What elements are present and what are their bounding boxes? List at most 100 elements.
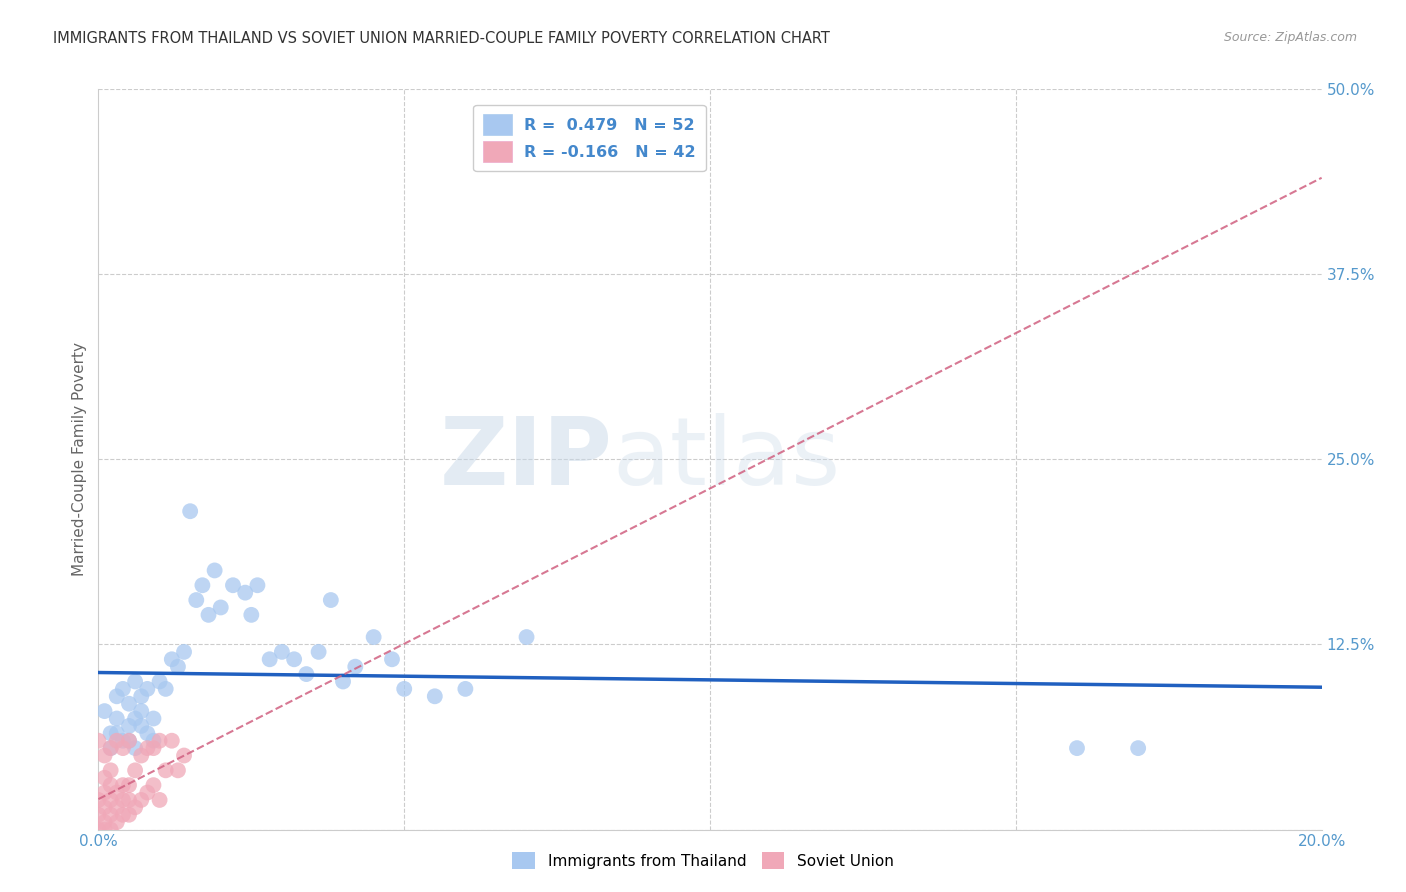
Point bbox=[100, 822, 122, 837]
Point bbox=[167, 764, 190, 778]
Point bbox=[93, 748, 115, 763]
Point bbox=[142, 733, 165, 747]
Point bbox=[173, 748, 195, 763]
Point bbox=[149, 793, 172, 807]
Point bbox=[136, 681, 159, 696]
Point bbox=[105, 786, 128, 800]
Point bbox=[186, 593, 208, 607]
Point bbox=[100, 741, 122, 756]
Point bbox=[93, 800, 115, 814]
Point bbox=[142, 778, 165, 792]
Point bbox=[100, 741, 122, 756]
Point bbox=[105, 800, 128, 814]
Point bbox=[129, 690, 152, 704]
Point bbox=[124, 674, 146, 689]
Point bbox=[392, 681, 416, 696]
Point bbox=[332, 674, 354, 689]
Point bbox=[149, 674, 172, 689]
Legend: Immigrants from Thailand, Soviet Union: Immigrants from Thailand, Soviet Union bbox=[506, 846, 900, 875]
Point bbox=[283, 652, 305, 666]
Point bbox=[270, 645, 292, 659]
Point bbox=[118, 733, 141, 747]
Point bbox=[111, 733, 134, 747]
Point bbox=[100, 726, 122, 740]
Point bbox=[136, 741, 159, 756]
Point bbox=[179, 504, 201, 518]
Point bbox=[240, 607, 263, 622]
Point bbox=[111, 778, 134, 792]
Y-axis label: Married-Couple Family Poverty: Married-Couple Family Poverty bbox=[72, 343, 87, 576]
Legend: R =  0.479   N = 52, R = -0.166   N = 42: R = 0.479 N = 52, R = -0.166 N = 42 bbox=[474, 104, 706, 171]
Point bbox=[204, 564, 226, 578]
Point bbox=[454, 681, 477, 696]
Point bbox=[136, 726, 159, 740]
Point bbox=[129, 748, 152, 763]
Point bbox=[87, 822, 110, 837]
Point bbox=[136, 786, 159, 800]
Point bbox=[1066, 741, 1088, 756]
Point bbox=[129, 704, 152, 718]
Point bbox=[129, 793, 152, 807]
Point bbox=[124, 741, 146, 756]
Point bbox=[118, 719, 141, 733]
Point bbox=[93, 822, 115, 837]
Point bbox=[105, 690, 128, 704]
Point bbox=[118, 793, 141, 807]
Text: ZIP: ZIP bbox=[439, 413, 612, 506]
Point bbox=[142, 741, 165, 756]
Point bbox=[118, 733, 141, 747]
Point bbox=[124, 712, 146, 726]
Point bbox=[191, 578, 214, 592]
Point bbox=[381, 652, 404, 666]
Point bbox=[100, 807, 122, 822]
Point bbox=[129, 719, 152, 733]
Point bbox=[111, 793, 134, 807]
Point bbox=[105, 726, 128, 740]
Point bbox=[105, 815, 128, 830]
Point bbox=[111, 807, 134, 822]
Point bbox=[100, 764, 122, 778]
Point bbox=[155, 681, 177, 696]
Point bbox=[160, 652, 183, 666]
Point bbox=[87, 807, 110, 822]
Point bbox=[118, 807, 141, 822]
Text: IMMIGRANTS FROM THAILAND VS SOVIET UNION MARRIED-COUPLE FAMILY POVERTY CORRELATI: IMMIGRANTS FROM THAILAND VS SOVIET UNION… bbox=[53, 31, 831, 46]
Point bbox=[155, 764, 177, 778]
Point bbox=[100, 778, 122, 792]
Point bbox=[259, 652, 281, 666]
Point bbox=[142, 712, 165, 726]
Point bbox=[118, 697, 141, 711]
Point bbox=[87, 733, 110, 747]
Text: Source: ZipAtlas.com: Source: ZipAtlas.com bbox=[1223, 31, 1357, 45]
Point bbox=[111, 681, 134, 696]
Point bbox=[319, 593, 342, 607]
Point bbox=[222, 578, 245, 592]
Point bbox=[118, 778, 141, 792]
Point bbox=[209, 600, 232, 615]
Point bbox=[93, 771, 115, 785]
Point bbox=[93, 704, 115, 718]
Text: atlas: atlas bbox=[612, 413, 841, 506]
Point bbox=[246, 578, 269, 592]
Point bbox=[423, 690, 446, 704]
Point bbox=[93, 786, 115, 800]
Point bbox=[160, 733, 183, 747]
Point bbox=[149, 733, 172, 747]
Point bbox=[87, 793, 110, 807]
Point bbox=[124, 800, 146, 814]
Point bbox=[111, 741, 134, 756]
Point bbox=[105, 733, 128, 747]
Point bbox=[197, 607, 219, 622]
Point bbox=[173, 645, 195, 659]
Point bbox=[1128, 741, 1150, 756]
Point bbox=[295, 667, 318, 681]
Point bbox=[167, 659, 190, 673]
Point bbox=[344, 659, 367, 673]
Point bbox=[308, 645, 330, 659]
Point bbox=[100, 793, 122, 807]
Point bbox=[105, 712, 128, 726]
Point bbox=[93, 815, 115, 830]
Point bbox=[363, 630, 385, 644]
Point bbox=[516, 630, 538, 644]
Point bbox=[124, 764, 146, 778]
